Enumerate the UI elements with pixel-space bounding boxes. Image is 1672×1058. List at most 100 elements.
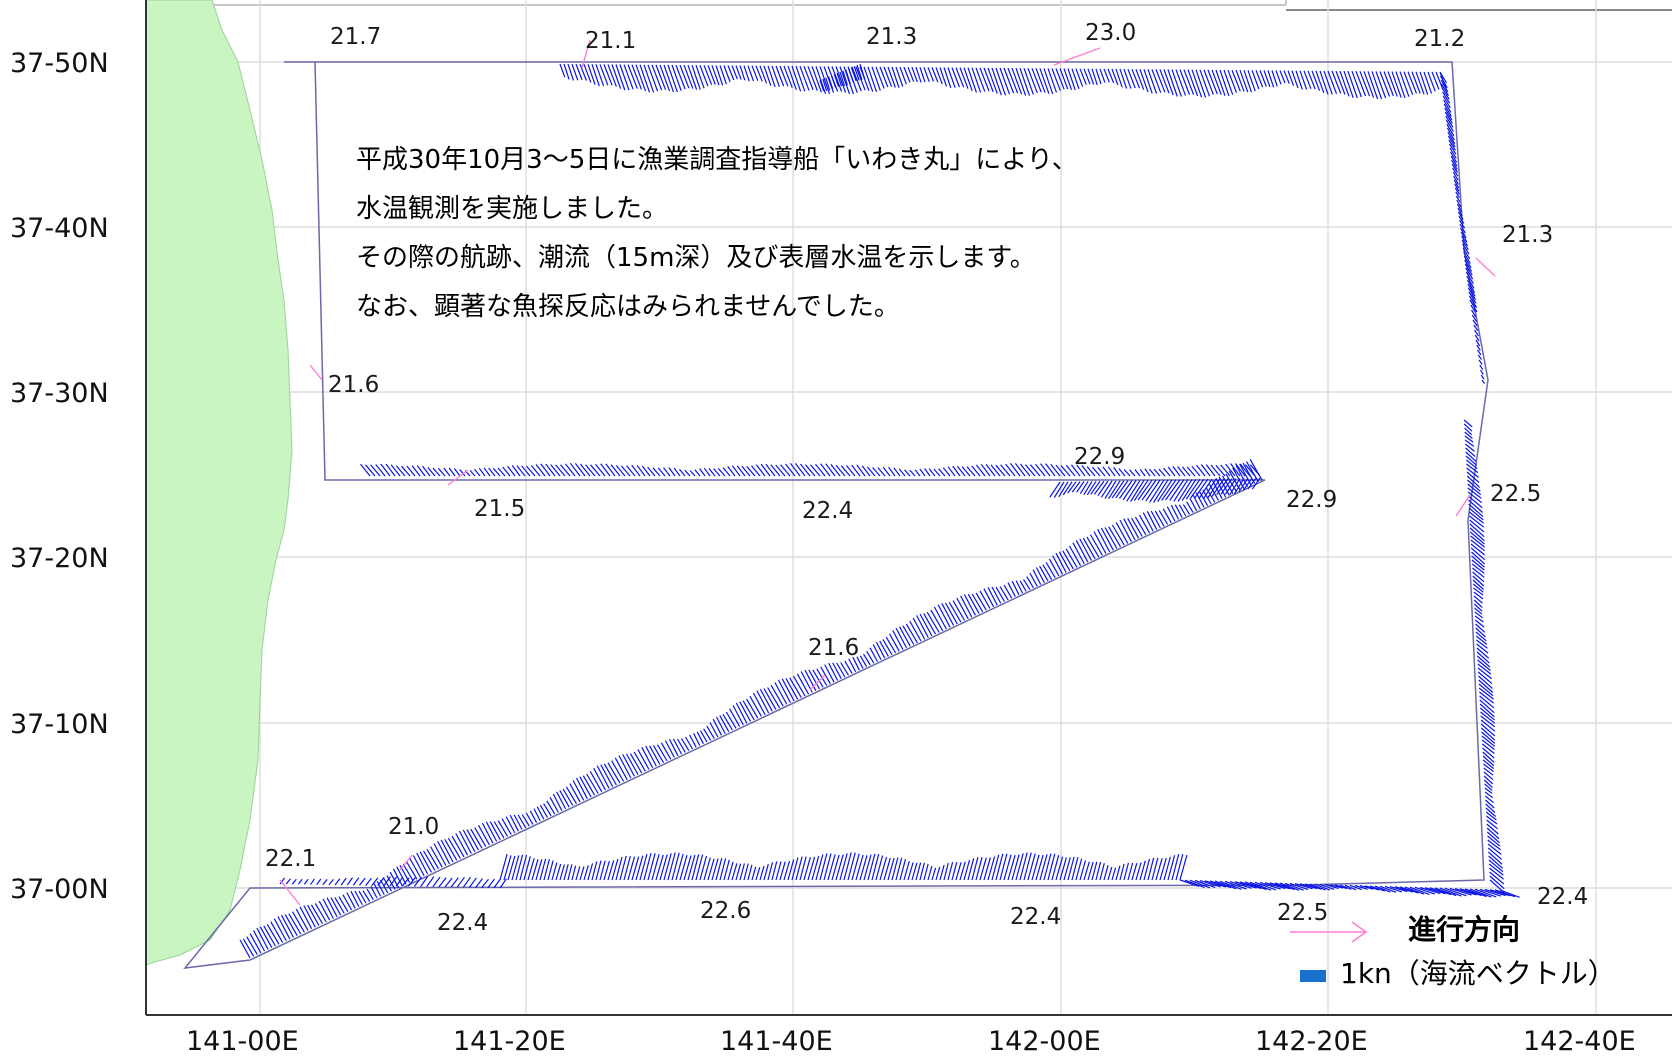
current-vector <box>1115 522 1129 544</box>
current-vector <box>390 464 401 477</box>
current-vector <box>1446 123 1455 137</box>
temp-22-4-south-1: 22.4 <box>437 910 488 936</box>
current-vector <box>1000 464 1011 477</box>
current-vector <box>987 856 996 881</box>
current-vector <box>607 762 621 784</box>
current-vector <box>676 738 686 753</box>
current-vector <box>499 853 508 881</box>
current-vector <box>799 856 807 881</box>
current-vector <box>540 463 551 477</box>
note-line-4: なお、顕著な魚探反応はみられませんでした。 <box>356 292 900 322</box>
current-vector <box>1157 479 1173 503</box>
current-vector <box>362 890 371 902</box>
current-vector <box>1029 464 1041 477</box>
current-vector <box>443 467 451 477</box>
current-vector <box>1218 476 1230 496</box>
current-vector <box>1123 518 1136 541</box>
current-vector <box>1007 855 1016 881</box>
current-vector <box>1440 79 1449 93</box>
current-vector <box>684 736 694 750</box>
current-vector <box>729 708 741 727</box>
current-vector <box>909 620 922 642</box>
current-vector <box>696 731 704 745</box>
current-vector <box>1104 480 1117 499</box>
current-vector <box>635 64 647 92</box>
current-vector <box>1473 595 1483 604</box>
current-vector <box>679 64 690 89</box>
current-vector <box>1150 510 1161 529</box>
current-vector <box>1487 839 1502 851</box>
current-vector <box>527 858 535 881</box>
current-vector <box>1233 477 1245 495</box>
current-vector <box>767 65 776 88</box>
temp-21-6-diagonal: 21.6 <box>808 635 859 661</box>
coastline-land <box>146 0 293 966</box>
current-vector <box>1311 70 1321 91</box>
current-vector <box>316 878 322 886</box>
current-vector <box>824 664 835 683</box>
current-vector <box>719 715 730 733</box>
current-vector <box>835 854 844 881</box>
current-vector <box>883 66 893 88</box>
current-vector <box>1375 71 1387 99</box>
current-vector <box>647 64 659 92</box>
current-vector <box>1468 499 1483 513</box>
current-vector <box>956 597 969 620</box>
current-vector <box>1414 886 1436 895</box>
current-vector <box>416 852 429 875</box>
current-vector <box>836 72 843 87</box>
current-vector <box>371 877 379 887</box>
current-vector <box>607 860 615 881</box>
current-vector <box>1274 882 1295 891</box>
current-vector <box>1065 548 1078 568</box>
current-vector <box>959 861 966 881</box>
current-vector <box>919 67 926 83</box>
current-vector <box>1271 70 1278 87</box>
current-vector <box>756 690 770 714</box>
current-vector <box>1439 887 1462 897</box>
current-vector <box>1149 479 1165 503</box>
current-vector <box>651 854 660 881</box>
current-vector <box>1159 858 1167 881</box>
current-vector <box>1026 576 1035 589</box>
current-vector <box>627 64 638 89</box>
current-vector <box>631 64 642 90</box>
current-vector <box>844 660 853 674</box>
current-vector <box>551 862 558 881</box>
current-vector <box>879 640 889 657</box>
current-vector <box>1195 69 1207 98</box>
current-vector <box>1463 255 1472 269</box>
current-vector <box>1234 881 1257 889</box>
current-vector <box>478 467 486 477</box>
current-vector <box>1047 68 1058 93</box>
current-vector <box>1407 71 1418 94</box>
current-vector <box>888 633 900 652</box>
current-vector <box>856 656 864 669</box>
current-vector <box>1100 527 1114 551</box>
current-vector <box>318 900 331 921</box>
current-vector <box>1091 861 1098 881</box>
current-vector <box>447 837 461 859</box>
current-vector <box>385 463 396 477</box>
current-vector <box>1468 291 1477 304</box>
current-vector <box>903 860 910 881</box>
current-vector <box>990 464 1001 477</box>
current-vector <box>358 890 367 904</box>
current-vector <box>1473 587 1484 596</box>
plot-frame <box>145 0 1672 1016</box>
current-vector <box>689 734 697 748</box>
current-vector <box>1103 865 1109 881</box>
current-vector <box>1163 69 1174 96</box>
current-vector <box>626 465 636 477</box>
current-vector <box>1354 884 1368 890</box>
current-vector <box>935 866 941 881</box>
current-vector <box>346 892 356 909</box>
current-vector <box>1042 564 1053 580</box>
current-vector <box>1081 465 1091 477</box>
current-vector <box>1076 481 1085 493</box>
current-vector <box>1118 468 1126 477</box>
lon-label-142-40E: 142-40E <box>1523 1026 1636 1057</box>
current-vector <box>502 466 511 477</box>
current-vector <box>1151 69 1162 93</box>
current-vector <box>1119 863 1125 881</box>
